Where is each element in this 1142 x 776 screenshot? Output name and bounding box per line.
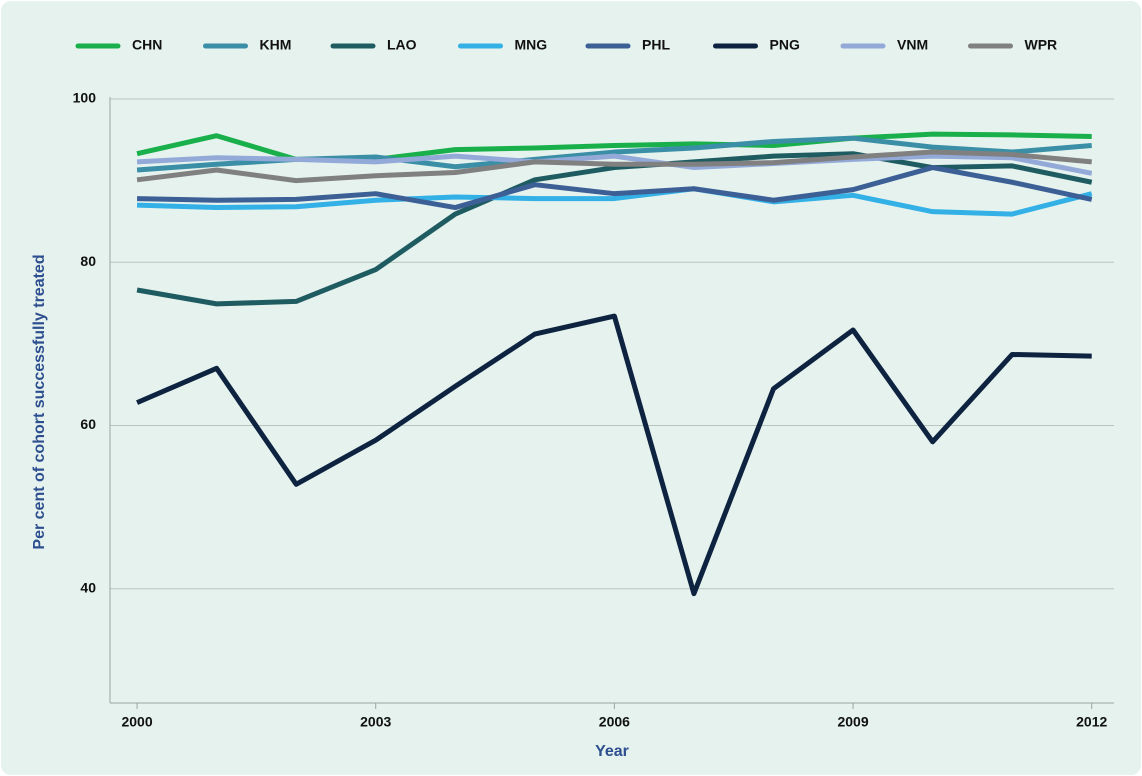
legend-label: VNM [897,37,928,53]
y-tick-label: 80 [80,253,96,269]
series-line [136,165,1093,211]
y-axis-title: Per cent of cohort successfully treated [31,254,48,549]
y-tick-label: 60 [80,416,96,432]
y-tick-label: 100 [73,90,97,106]
legend-label: PNG [770,37,800,53]
x-tick-label: 2006 [599,714,630,730]
x-axis-title: Year [595,743,629,760]
legend-label: WPR [1025,37,1058,53]
legend-label: MNG [515,37,548,53]
y-tick-label: 40 [80,579,96,595]
series-line [136,186,1093,217]
x-tick-label: 2000 [121,714,152,730]
x-tick-label: 2012 [1076,714,1107,730]
series-line [136,149,1092,184]
x-tick-label: 2009 [837,714,868,730]
series-line [136,153,1093,176]
legend-label: LAO [387,37,417,53]
series-line [136,313,1092,597]
legend-label: PHL [642,37,670,53]
x-tick-label: 2003 [360,714,391,730]
legend-label: CHN [132,37,162,53]
legend-label: KHM [260,37,292,53]
